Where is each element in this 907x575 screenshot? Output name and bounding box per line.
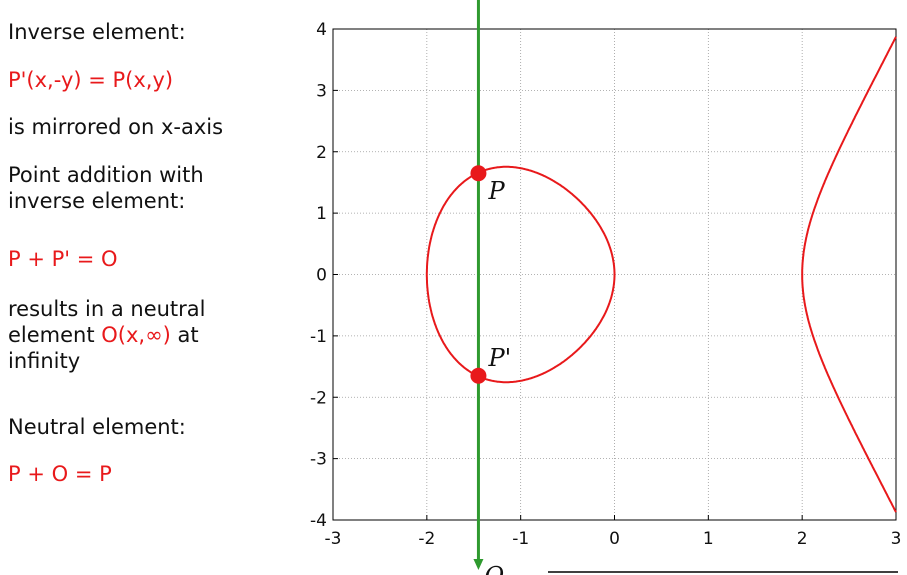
result-line-1: results in a neutral [8,297,206,321]
y-tick-labels: -4 -3 -2 -1 0 1 2 3 4 [310,20,327,531]
addition-formula: P + P' = O [8,247,118,271]
y-tick-label: -1 [310,327,327,347]
neutral-element-symbol: O(x,∞) [101,323,171,347]
infinity-point-label: O [484,562,504,575]
x-tick-label: -3 [325,529,342,549]
point-marker [470,367,487,384]
y-tick-label: -3 [310,450,327,470]
result-line-3: infinity [8,349,81,373]
mirrored-text: is mirrored on x-axis [8,115,224,139]
curve-right-branch [801,36,897,513]
x-tick-label: 0 [609,529,620,549]
result-line-2: element O(x,∞) at [8,323,199,347]
x-tick-labels: -3 -2 -1 0 1 2 3 [325,529,902,549]
points-layer: P P' [470,165,511,384]
x-tick-label: -2 [418,529,435,549]
point-label: P' [487,344,511,372]
x-tick-label: 3 [891,529,902,549]
inverse-heading: Inverse element: [8,20,186,44]
point-marker [470,165,487,182]
y-tick-label: 3 [316,81,327,101]
tick-marks [332,28,897,521]
vertical-line-arrowhead [473,559,484,570]
x-tick-label: 2 [797,529,808,549]
neutral-formula: P + O = P [8,462,112,486]
addition-heading-1: Point addition with [8,163,204,187]
neutral-heading: Neutral element: [8,415,186,439]
y-tick-label: 2 [316,143,327,163]
x-tick-label: -1 [512,529,529,549]
y-tick-label: 1 [316,204,327,224]
addition-heading-2: inverse element: [8,189,186,213]
result-line-2-suffix: at [170,323,199,347]
inverse-formula: P'(x,-y) = P(x,y) [8,68,174,92]
y-tick-label: -4 [310,511,327,531]
x-tick-label: 1 [703,529,714,549]
y-tick-label: -2 [310,388,327,408]
y-tick-label: 4 [316,20,327,40]
result-line-2-prefix: element [8,323,102,347]
y-tick-label: 0 [316,266,327,286]
curve-oval-branch [425,165,616,384]
point-label: P [487,177,505,205]
